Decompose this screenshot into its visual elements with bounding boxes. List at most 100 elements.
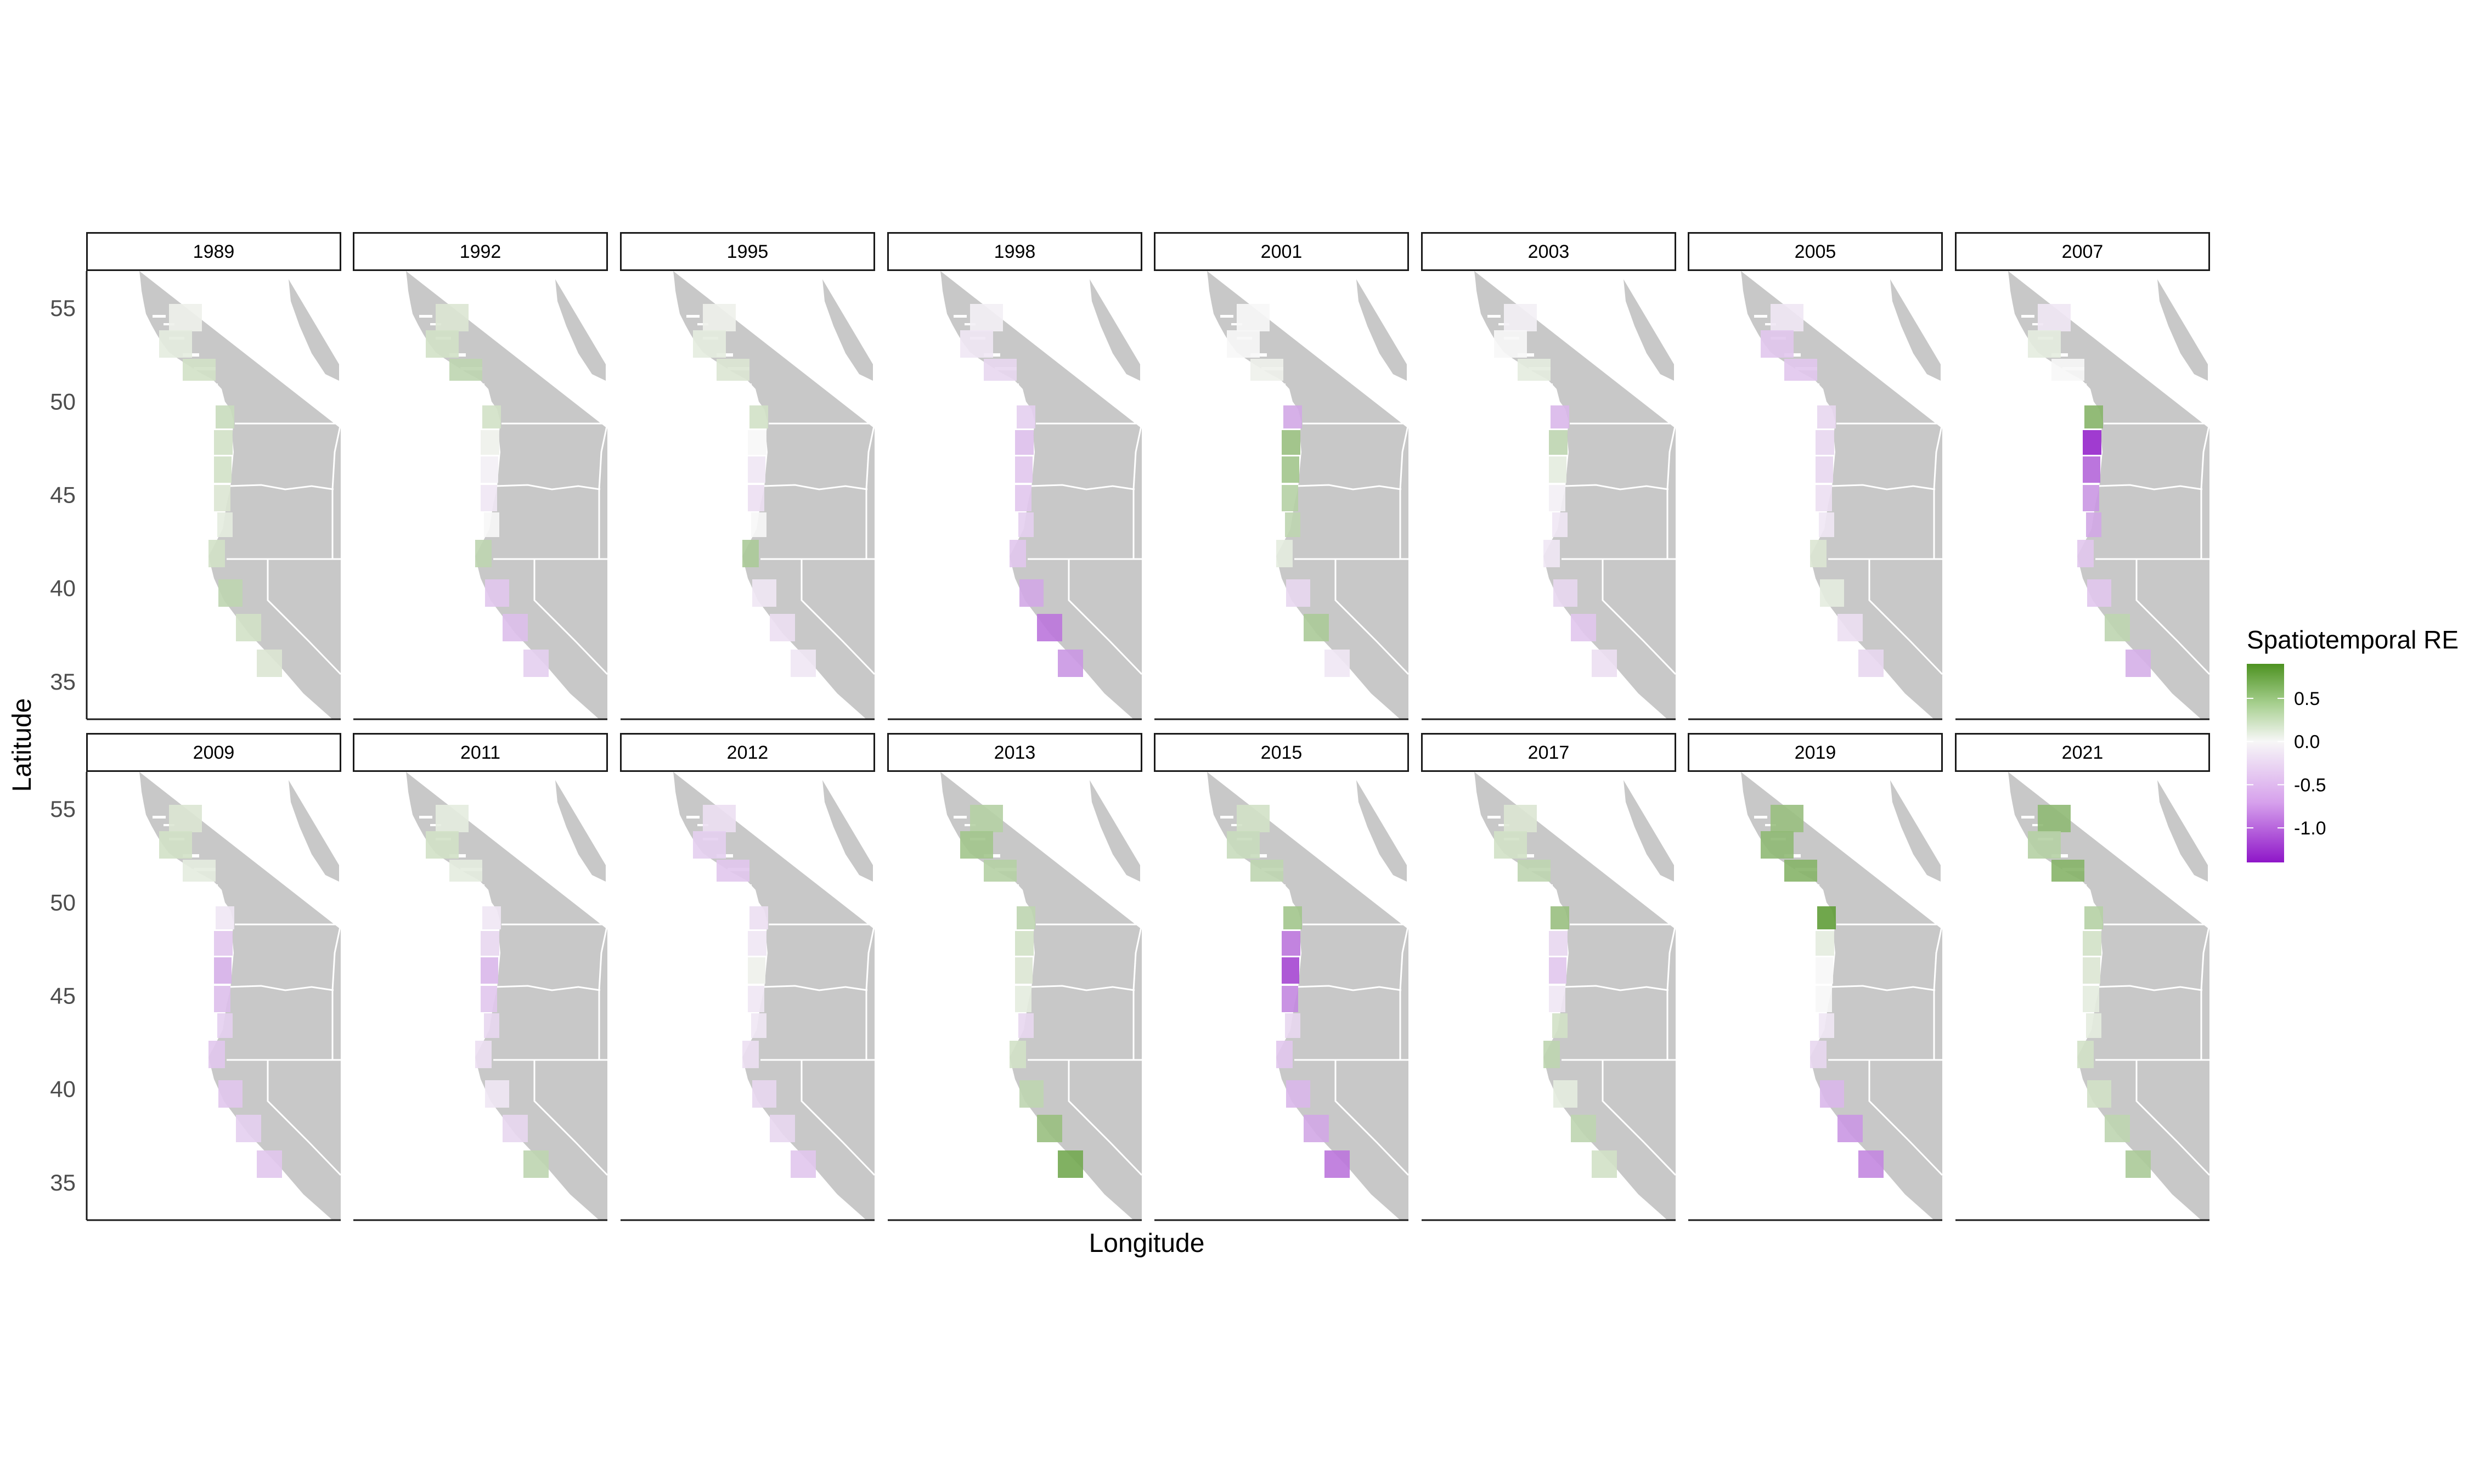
state-border bbox=[494, 985, 601, 991]
re-cell bbox=[1552, 512, 1568, 537]
land-shape bbox=[1207, 772, 1408, 1220]
re-cell bbox=[1820, 579, 1844, 607]
inlet bbox=[1754, 315, 1767, 318]
land-shape bbox=[1474, 772, 1676, 1220]
state-border bbox=[267, 1060, 342, 1176]
re-cell bbox=[791, 1150, 816, 1178]
re-cell bbox=[1282, 986, 1298, 1012]
y-tick-label: 40 bbox=[50, 575, 76, 601]
re-cell bbox=[1019, 1080, 1044, 1108]
re-cell bbox=[2083, 986, 2099, 1012]
state-border bbox=[1295, 484, 1402, 490]
re-cell bbox=[693, 831, 726, 859]
re-cell bbox=[1283, 405, 1302, 428]
land-shape bbox=[1741, 772, 1942, 1220]
re-cell bbox=[449, 860, 482, 882]
re-cell bbox=[1816, 986, 1832, 1012]
land-shape bbox=[2008, 772, 2209, 1220]
re-cell bbox=[481, 957, 498, 984]
re-cell bbox=[481, 485, 497, 511]
inlet bbox=[954, 315, 967, 318]
inlet bbox=[1220, 816, 1233, 819]
facet-panel: 2005 bbox=[1688, 232, 1943, 720]
re-cell bbox=[1549, 957, 1566, 984]
state-border bbox=[1132, 924, 1143, 1060]
facet-panel: 2013 bbox=[887, 733, 1143, 1221]
inlet bbox=[1801, 884, 1819, 887]
re-cell bbox=[2086, 512, 2101, 537]
facet-strip bbox=[620, 232, 875, 271]
state-border bbox=[1295, 985, 1402, 991]
facet-panel: 2003 bbox=[1421, 232, 1677, 720]
re-cell bbox=[1592, 650, 1617, 677]
island-shape bbox=[1890, 780, 1941, 882]
re-cell bbox=[1518, 359, 1551, 381]
inlet bbox=[686, 816, 700, 819]
facet-strip bbox=[620, 733, 875, 772]
state-border bbox=[762, 985, 868, 991]
re-cell bbox=[1058, 1150, 1083, 1178]
re-cell bbox=[1761, 831, 1794, 859]
legend-tick-label: -0.5 bbox=[2294, 775, 2326, 795]
island-shape bbox=[1624, 279, 1674, 381]
re-cell bbox=[218, 1080, 243, 1108]
legend: Spatiotemporal RE 0.5 0.0 -0.5 -1.0 bbox=[2247, 625, 2459, 862]
re-cell bbox=[770, 1115, 795, 1142]
re-cell bbox=[984, 359, 1017, 381]
re-cell bbox=[748, 456, 765, 483]
re-cell bbox=[752, 1080, 776, 1108]
state-border bbox=[2096, 484, 2203, 490]
re-cell bbox=[503, 614, 528, 641]
re-cell bbox=[449, 359, 482, 381]
facet-panel: 1998 bbox=[887, 232, 1143, 720]
re-cell bbox=[1549, 931, 1568, 956]
re-cell bbox=[1276, 540, 1293, 567]
inlet bbox=[2021, 315, 2034, 318]
land-shape bbox=[139, 772, 341, 1220]
island-shape bbox=[822, 279, 873, 381]
re-cell bbox=[216, 405, 234, 428]
re-cell bbox=[1810, 1041, 1827, 1068]
island-shape bbox=[2157, 279, 2208, 381]
facet-strip-label: 2015 bbox=[1261, 742, 1303, 763]
inlet bbox=[199, 884, 218, 887]
inlet bbox=[419, 816, 432, 819]
inlet bbox=[1534, 884, 1553, 887]
re-cell bbox=[1816, 430, 1834, 455]
re-cell bbox=[1018, 1013, 1034, 1038]
facet-strip bbox=[1154, 232, 1409, 271]
re-cell bbox=[1543, 1041, 1560, 1068]
inlet bbox=[1534, 383, 1553, 386]
re-cell bbox=[208, 540, 225, 567]
re-cell bbox=[2077, 1041, 2094, 1068]
y-tick-label: 55 bbox=[50, 796, 76, 822]
facet-strip-label: 2013 bbox=[994, 742, 1036, 763]
re-cell bbox=[2084, 906, 2103, 929]
re-cell bbox=[751, 1013, 766, 1038]
re-cell bbox=[436, 805, 469, 832]
y-tick-label: 45 bbox=[50, 983, 76, 1009]
re-cell bbox=[2083, 485, 2099, 511]
facet-strip-label: 2012 bbox=[727, 742, 769, 763]
land-shape bbox=[406, 772, 607, 1220]
inlet bbox=[153, 816, 166, 819]
re-cell bbox=[960, 330, 993, 358]
re-cell bbox=[2126, 650, 2151, 677]
state-border bbox=[1068, 1060, 1143, 1176]
land-shape bbox=[673, 271, 875, 719]
y-tick-label: 35 bbox=[50, 1170, 76, 1195]
inlet bbox=[686, 315, 700, 318]
facet-strip bbox=[1688, 733, 1943, 772]
re-cell bbox=[1771, 805, 1803, 832]
re-cell bbox=[1816, 931, 1834, 956]
state-border bbox=[865, 924, 876, 1060]
state-border bbox=[331, 924, 342, 1060]
re-cell bbox=[1504, 304, 1537, 331]
land-shape bbox=[1741, 271, 1942, 719]
y-tick-label: 45 bbox=[50, 482, 76, 508]
re-cell bbox=[1017, 405, 1035, 428]
inlet bbox=[466, 383, 484, 386]
re-cell bbox=[1015, 456, 1033, 483]
legend-ticks: 0.5 0.0 -0.5 -1.0 bbox=[2247, 689, 2326, 839]
re-cell bbox=[1324, 650, 1350, 677]
